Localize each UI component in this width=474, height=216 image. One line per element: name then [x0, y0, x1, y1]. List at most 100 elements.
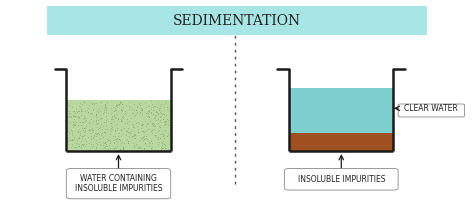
Point	[78, 121, 86, 124]
Point	[74, 123, 82, 127]
Point	[158, 141, 166, 144]
Point	[95, 132, 103, 136]
Point	[106, 121, 114, 124]
Bar	[47, 6, 427, 35]
Point	[121, 121, 128, 125]
Point	[155, 112, 162, 115]
FancyBboxPatch shape	[66, 168, 171, 199]
Point	[67, 121, 74, 125]
Point	[95, 126, 103, 130]
Point	[96, 109, 104, 113]
Point	[131, 113, 139, 117]
Point	[137, 123, 145, 127]
Point	[87, 137, 95, 140]
Point	[74, 109, 82, 113]
Point	[87, 134, 95, 138]
Point	[92, 112, 100, 115]
Point	[120, 114, 128, 118]
Point	[155, 140, 163, 144]
Point	[92, 113, 100, 117]
Point	[70, 118, 78, 121]
Point	[118, 119, 126, 123]
Point	[71, 145, 78, 149]
Point	[125, 131, 133, 134]
Point	[140, 146, 148, 149]
Point	[147, 130, 155, 133]
Point	[149, 123, 157, 127]
Point	[141, 119, 149, 123]
Point	[165, 109, 173, 112]
Point	[138, 109, 146, 112]
Point	[142, 106, 150, 109]
Point	[157, 120, 165, 124]
Point	[149, 128, 156, 132]
Point	[147, 147, 155, 150]
Point	[85, 127, 92, 130]
Point	[86, 131, 94, 135]
Point	[108, 129, 115, 133]
Point	[131, 132, 138, 135]
Point	[78, 145, 85, 148]
Point	[113, 105, 121, 108]
Point	[154, 122, 162, 125]
Point	[72, 146, 79, 149]
Point	[93, 149, 101, 152]
Point	[125, 104, 133, 107]
Point	[138, 123, 146, 126]
Point	[112, 146, 119, 149]
Point	[92, 115, 100, 119]
Point	[133, 111, 140, 114]
Point	[118, 109, 126, 113]
Point	[117, 120, 125, 123]
Point	[75, 128, 82, 131]
Point	[155, 137, 162, 140]
Point	[68, 137, 76, 140]
Point	[93, 109, 101, 113]
Point	[163, 105, 171, 108]
Point	[117, 141, 125, 145]
Point	[146, 108, 153, 111]
Point	[163, 107, 170, 111]
Point	[162, 144, 169, 148]
Point	[156, 126, 164, 129]
Point	[147, 106, 155, 109]
Point	[127, 116, 134, 120]
Point	[72, 124, 79, 127]
Point	[130, 143, 138, 146]
Point	[75, 116, 83, 120]
Point	[111, 128, 118, 132]
Point	[94, 121, 101, 125]
Point	[160, 102, 167, 105]
Point	[157, 147, 165, 150]
Point	[95, 132, 102, 135]
Point	[118, 132, 126, 136]
Point	[70, 137, 77, 140]
Point	[81, 137, 89, 140]
Point	[76, 133, 84, 136]
Point	[112, 116, 120, 119]
Point	[113, 148, 121, 151]
Point	[162, 114, 169, 117]
Point	[69, 123, 76, 127]
Point	[86, 111, 94, 114]
Point	[68, 133, 75, 137]
Bar	[66, 100, 171, 151]
Point	[150, 122, 157, 125]
Point	[138, 129, 146, 133]
Point	[145, 114, 152, 118]
Point	[89, 143, 96, 146]
Point	[96, 125, 104, 129]
Point	[79, 135, 87, 138]
Point	[102, 103, 109, 106]
Point	[86, 149, 93, 152]
Point	[129, 111, 137, 115]
Point	[155, 148, 162, 151]
Point	[139, 122, 146, 125]
Point	[101, 105, 109, 108]
Point	[69, 120, 77, 124]
Point	[128, 135, 135, 138]
Point	[67, 138, 74, 141]
Point	[67, 128, 75, 132]
Point	[108, 122, 115, 125]
Point	[133, 124, 141, 127]
